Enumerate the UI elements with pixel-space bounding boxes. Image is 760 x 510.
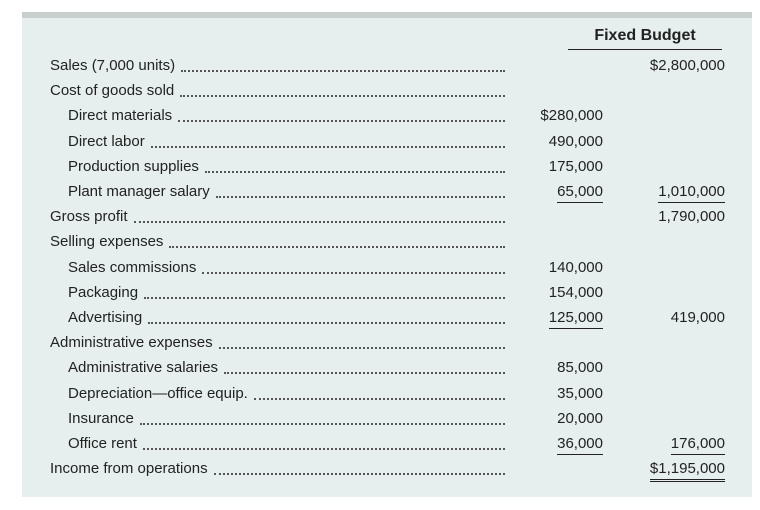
label: Packaging — [68, 283, 139, 301]
label: Insurance — [68, 409, 134, 427]
amount: 125,000 — [548, 308, 603, 329]
label: Cost of goods sold — [50, 82, 175, 100]
label: Direct labor — [68, 132, 145, 150]
amount: $280,000 — [540, 107, 603, 125]
label: Administrative expenses — [50, 334, 213, 352]
amount-cell: 175,000 — [520, 155, 603, 179]
dot-leader — [139, 407, 505, 425]
dot-leader — [150, 130, 505, 148]
label: Income from operations — [50, 460, 208, 478]
amount-cell: 154,000 — [520, 281, 603, 305]
row-label: Administrative salaries — [68, 356, 505, 380]
dot-leader — [253, 382, 505, 400]
dot-leader — [204, 155, 505, 173]
amount-cell: $2,800,000 — [625, 54, 725, 78]
label: Production supplies — [68, 157, 199, 175]
amount: 175,000 — [548, 157, 603, 175]
amount-cell: 1,790,000 — [625, 205, 725, 229]
row-label: Sales (7,000 units) — [50, 54, 505, 78]
amount-cell: $280,000 — [520, 104, 603, 128]
amount: 176,000 — [670, 434, 725, 455]
amount: 419,000 — [670, 309, 725, 326]
dot-leader — [181, 54, 505, 72]
label: Advertising — [68, 309, 143, 326]
row-label: Depreciation—office equip. — [68, 382, 505, 406]
amount: 154,000 — [548, 283, 603, 301]
amount-cell: 65,000 — [520, 180, 603, 204]
amount: 20,000 — [557, 409, 603, 427]
row-label: Selling expenses — [50, 230, 505, 254]
amount: 85,000 — [557, 359, 603, 377]
amount-cell: 35,000 — [520, 382, 603, 406]
amount-cell: 490,000 — [520, 130, 603, 154]
label: Office rent — [68, 435, 137, 452]
amount-cell: 85,000 — [520, 356, 603, 380]
label: Direct materials — [68, 107, 173, 125]
amount-cell: 140,000 — [520, 256, 603, 280]
row-label: Plant manager salary — [68, 180, 505, 204]
row-label: Production supplies — [68, 155, 505, 179]
amount: 490,000 — [548, 132, 603, 150]
amount: 35,000 — [557, 384, 603, 402]
row-label: Cost of goods sold — [50, 79, 505, 103]
dot-leader — [213, 457, 505, 476]
amount-cell: 36,000 — [520, 432, 603, 456]
amount-cell: 1,010,000 — [625, 180, 725, 204]
amount: $1,195,000 — [649, 459, 725, 483]
dot-leader — [133, 205, 505, 224]
dot-leader — [144, 281, 505, 299]
amount: 1,790,000 — [658, 208, 725, 226]
row-label: Advertising — [68, 306, 505, 330]
row-label: Direct labor — [68, 130, 505, 154]
label: Selling expenses — [50, 233, 164, 251]
dot-leader — [215, 180, 505, 198]
row-label: Gross profit — [50, 205, 505, 229]
label: Administrative salaries — [68, 359, 219, 377]
label: Depreciation—office equip. — [68, 384, 248, 402]
label: Gross profit — [50, 208, 128, 226]
amount-cell: 125,000 — [520, 306, 603, 330]
dot-leader — [178, 104, 505, 123]
dot-leader — [218, 331, 505, 350]
dot-leader — [142, 432, 505, 450]
amount: 140,000 — [548, 258, 603, 276]
amount: $2,800,000 — [649, 57, 725, 74]
amount-cell: 20,000 — [520, 407, 603, 431]
amount-cell: 419,000 — [625, 306, 725, 330]
dot-leader — [180, 79, 505, 98]
row-label: Income from operations — [50, 457, 505, 481]
row-label: Insurance — [68, 407, 505, 431]
amount-cell: $1,195,000 — [625, 457, 725, 483]
label: Sales commissions — [68, 258, 197, 276]
label: Sales (7,000 units) — [50, 57, 176, 74]
amount: 1,010,000 — [658, 182, 725, 203]
column-header: Fixed Budget — [568, 27, 722, 50]
amount-cell: 176,000 — [625, 432, 725, 456]
row-label: Direct materials — [68, 104, 505, 128]
label: Plant manager salary — [68, 183, 210, 200]
row-label: Sales commissions — [68, 256, 505, 280]
row-label: Office rent — [68, 432, 505, 456]
amount: 36,000 — [557, 434, 603, 455]
row-label: Packaging — [68, 281, 505, 305]
statement-panel — [22, 12, 752, 497]
row-label: Administrative expenses — [50, 331, 505, 355]
dot-leader — [202, 256, 505, 274]
dot-leader — [148, 306, 505, 324]
amount: 65,000 — [557, 182, 603, 203]
dot-leader — [169, 230, 505, 249]
dot-leader — [224, 356, 505, 375]
